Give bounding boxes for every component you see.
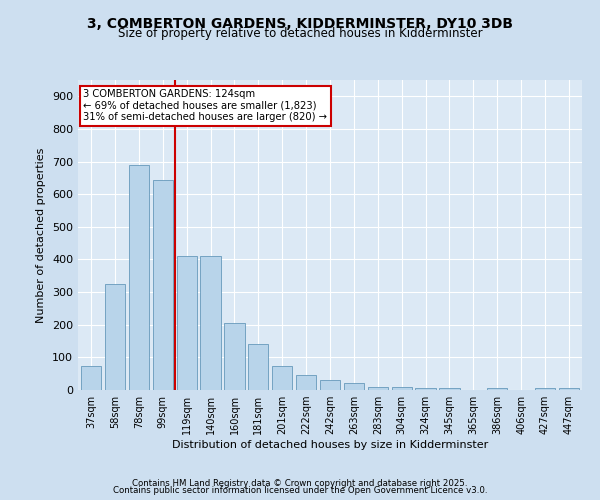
Bar [487, 388, 508, 390]
Text: Size of property relative to detached houses in Kidderminster: Size of property relative to detached ho… [118, 28, 482, 40]
Text: 3, COMBERTON GARDENS, KIDDERMINSTER, DY10 3DB: 3, COMBERTON GARDENS, KIDDERMINSTER, DY1… [87, 18, 513, 32]
Bar [415, 388, 436, 390]
Bar [248, 344, 268, 390]
Y-axis label: Number of detached properties: Number of detached properties [37, 148, 46, 322]
Bar [296, 376, 316, 390]
Bar [152, 180, 173, 390]
Bar [81, 366, 101, 390]
Bar [272, 366, 292, 390]
Bar [320, 380, 340, 390]
Bar [105, 284, 125, 390]
Bar [392, 386, 412, 390]
Bar [129, 165, 149, 390]
Text: Contains HM Land Registry data © Crown copyright and database right 2025.: Contains HM Land Registry data © Crown c… [132, 478, 468, 488]
Bar [224, 323, 245, 390]
Bar [535, 388, 555, 390]
Text: Contains public sector information licensed under the Open Government Licence v3: Contains public sector information licen… [113, 486, 487, 495]
Text: 3 COMBERTON GARDENS: 124sqm
← 69% of detached houses are smaller (1,823)
31% of : 3 COMBERTON GARDENS: 124sqm ← 69% of det… [83, 90, 327, 122]
X-axis label: Distribution of detached houses by size in Kidderminster: Distribution of detached houses by size … [172, 440, 488, 450]
Bar [344, 384, 364, 390]
Bar [176, 256, 197, 390]
Bar [559, 388, 579, 390]
Bar [439, 388, 460, 390]
Bar [368, 386, 388, 390]
Bar [200, 256, 221, 390]
